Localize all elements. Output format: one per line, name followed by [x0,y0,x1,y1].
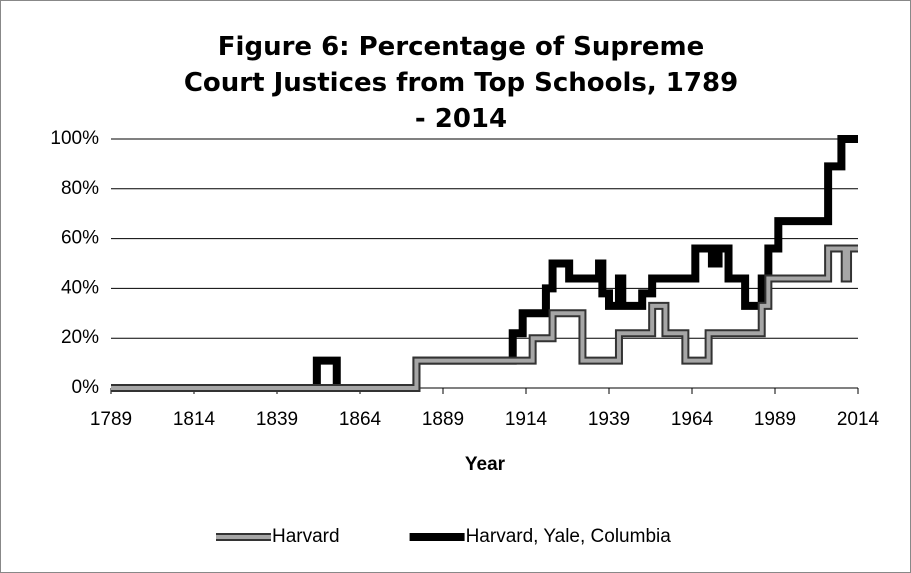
legend-label: Harvard [272,526,340,547]
legend-label: Harvard, Yale, Columbia [466,526,672,547]
y-tick-label: 0% [72,377,100,398]
x-tick-label: 2014 [837,409,880,430]
x-tick-label: 1864 [339,409,382,430]
y-tick-label: 80% [61,178,99,199]
x-tick-label: 1939 [588,409,630,430]
x-tick-label: 1914 [505,409,548,430]
x-tick-label: 1789 [90,409,132,430]
chart-title: Figure 6: Percentage of Supreme Court Ju… [183,32,739,134]
y-tick-label: 20% [61,327,99,348]
x-tick-label: 1814 [173,409,216,430]
x-tick-label: 1964 [671,409,714,430]
x-tick-label: 1989 [754,409,796,430]
y-tick-label: 60% [61,228,99,249]
y-tick-label: 100% [50,128,99,149]
x-axis-label: Year [465,454,506,475]
series-line [111,246,858,390]
x-tick-label: 1839 [256,409,298,430]
series-line [111,135,858,392]
x-tick-label: 1889 [422,409,464,430]
series-outline [111,244,858,392]
y-tick-label: 40% [61,277,99,298]
